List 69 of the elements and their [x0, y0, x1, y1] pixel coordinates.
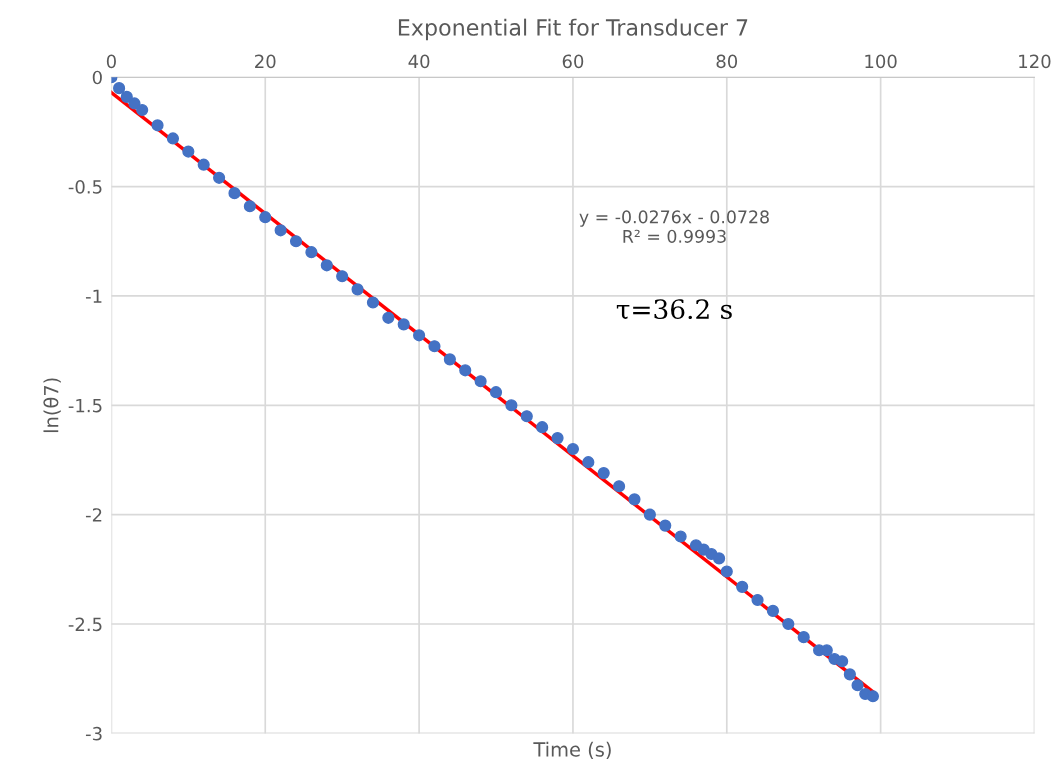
- y-tick-label: -3: [85, 726, 102, 741]
- y-tick-label: 0: [92, 70, 102, 85]
- point: [674, 530, 687, 543]
- point: [197, 158, 210, 171]
- x-tick-label: 100: [865, 54, 897, 69]
- point: [597, 467, 610, 480]
- annotation: y = -0.0276x - 0.0728 R² = 0.9993: [579, 210, 769, 243]
- point: [782, 617, 795, 631]
- y-tick-label: -2.5: [68, 617, 102, 632]
- point: [228, 187, 241, 200]
- x-tick-label: 20: [255, 54, 276, 69]
- point: [166, 132, 180, 145]
- point: [128, 97, 141, 110]
- point: [843, 668, 856, 681]
- point: [836, 655, 849, 668]
- point: [113, 82, 126, 95]
- y-axis-title: ln(θ7): [43, 378, 61, 433]
- point: [413, 329, 426, 342]
- point: [520, 410, 533, 423]
- y-tick-label: -1.5: [68, 399, 102, 413]
- point: [305, 246, 318, 259]
- x-tick-label: 40: [408, 54, 430, 69]
- point: [797, 631, 810, 644]
- point: [489, 386, 503, 399]
- y-tick-label: -0.5: [68, 180, 102, 194]
- point: [566, 442, 580, 456]
- point: [213, 171, 226, 184]
- point: [643, 508, 656, 521]
- point: [459, 364, 472, 377]
- chart-title: Exponential Fit for Transducer 7: [398, 18, 748, 41]
- point: [182, 145, 195, 158]
- point: [766, 604, 780, 617]
- point: [259, 211, 272, 224]
- point: [713, 552, 726, 565]
- x-axis-title: Time (s): [533, 741, 611, 760]
- point: [320, 259, 333, 272]
- point: [505, 399, 518, 412]
- point: [720, 565, 733, 578]
- point: [289, 235, 303, 248]
- point: [397, 318, 410, 331]
- point: [382, 311, 395, 324]
- point: [474, 375, 487, 388]
- point: [866, 690, 880, 703]
- point: [659, 519, 672, 532]
- point: [366, 296, 380, 309]
- point: [243, 200, 256, 213]
- point: [136, 103, 149, 117]
- point: [628, 493, 641, 506]
- point: [336, 270, 349, 283]
- point: [851, 679, 864, 692]
- point: [736, 580, 749, 593]
- x-tick-label: 80: [716, 54, 738, 69]
- point: [551, 432, 564, 445]
- point: [274, 224, 287, 237]
- point: [120, 90, 133, 103]
- point: [582, 456, 595, 469]
- annotation: τ=36.2 s: [616, 299, 732, 320]
- point: [751, 593, 764, 607]
- point: [428, 340, 441, 353]
- y-tick-label: -1: [85, 289, 102, 303]
- point: [536, 421, 549, 434]
- point: [443, 353, 456, 366]
- x-tick-label: 60: [562, 54, 584, 69]
- point: [351, 283, 364, 296]
- point: [613, 480, 626, 493]
- x-tick-label: 0: [106, 54, 116, 69]
- y-tick-label: -2: [85, 508, 102, 522]
- x-tick-label: 120: [1019, 54, 1051, 69]
- point: [151, 119, 164, 132]
